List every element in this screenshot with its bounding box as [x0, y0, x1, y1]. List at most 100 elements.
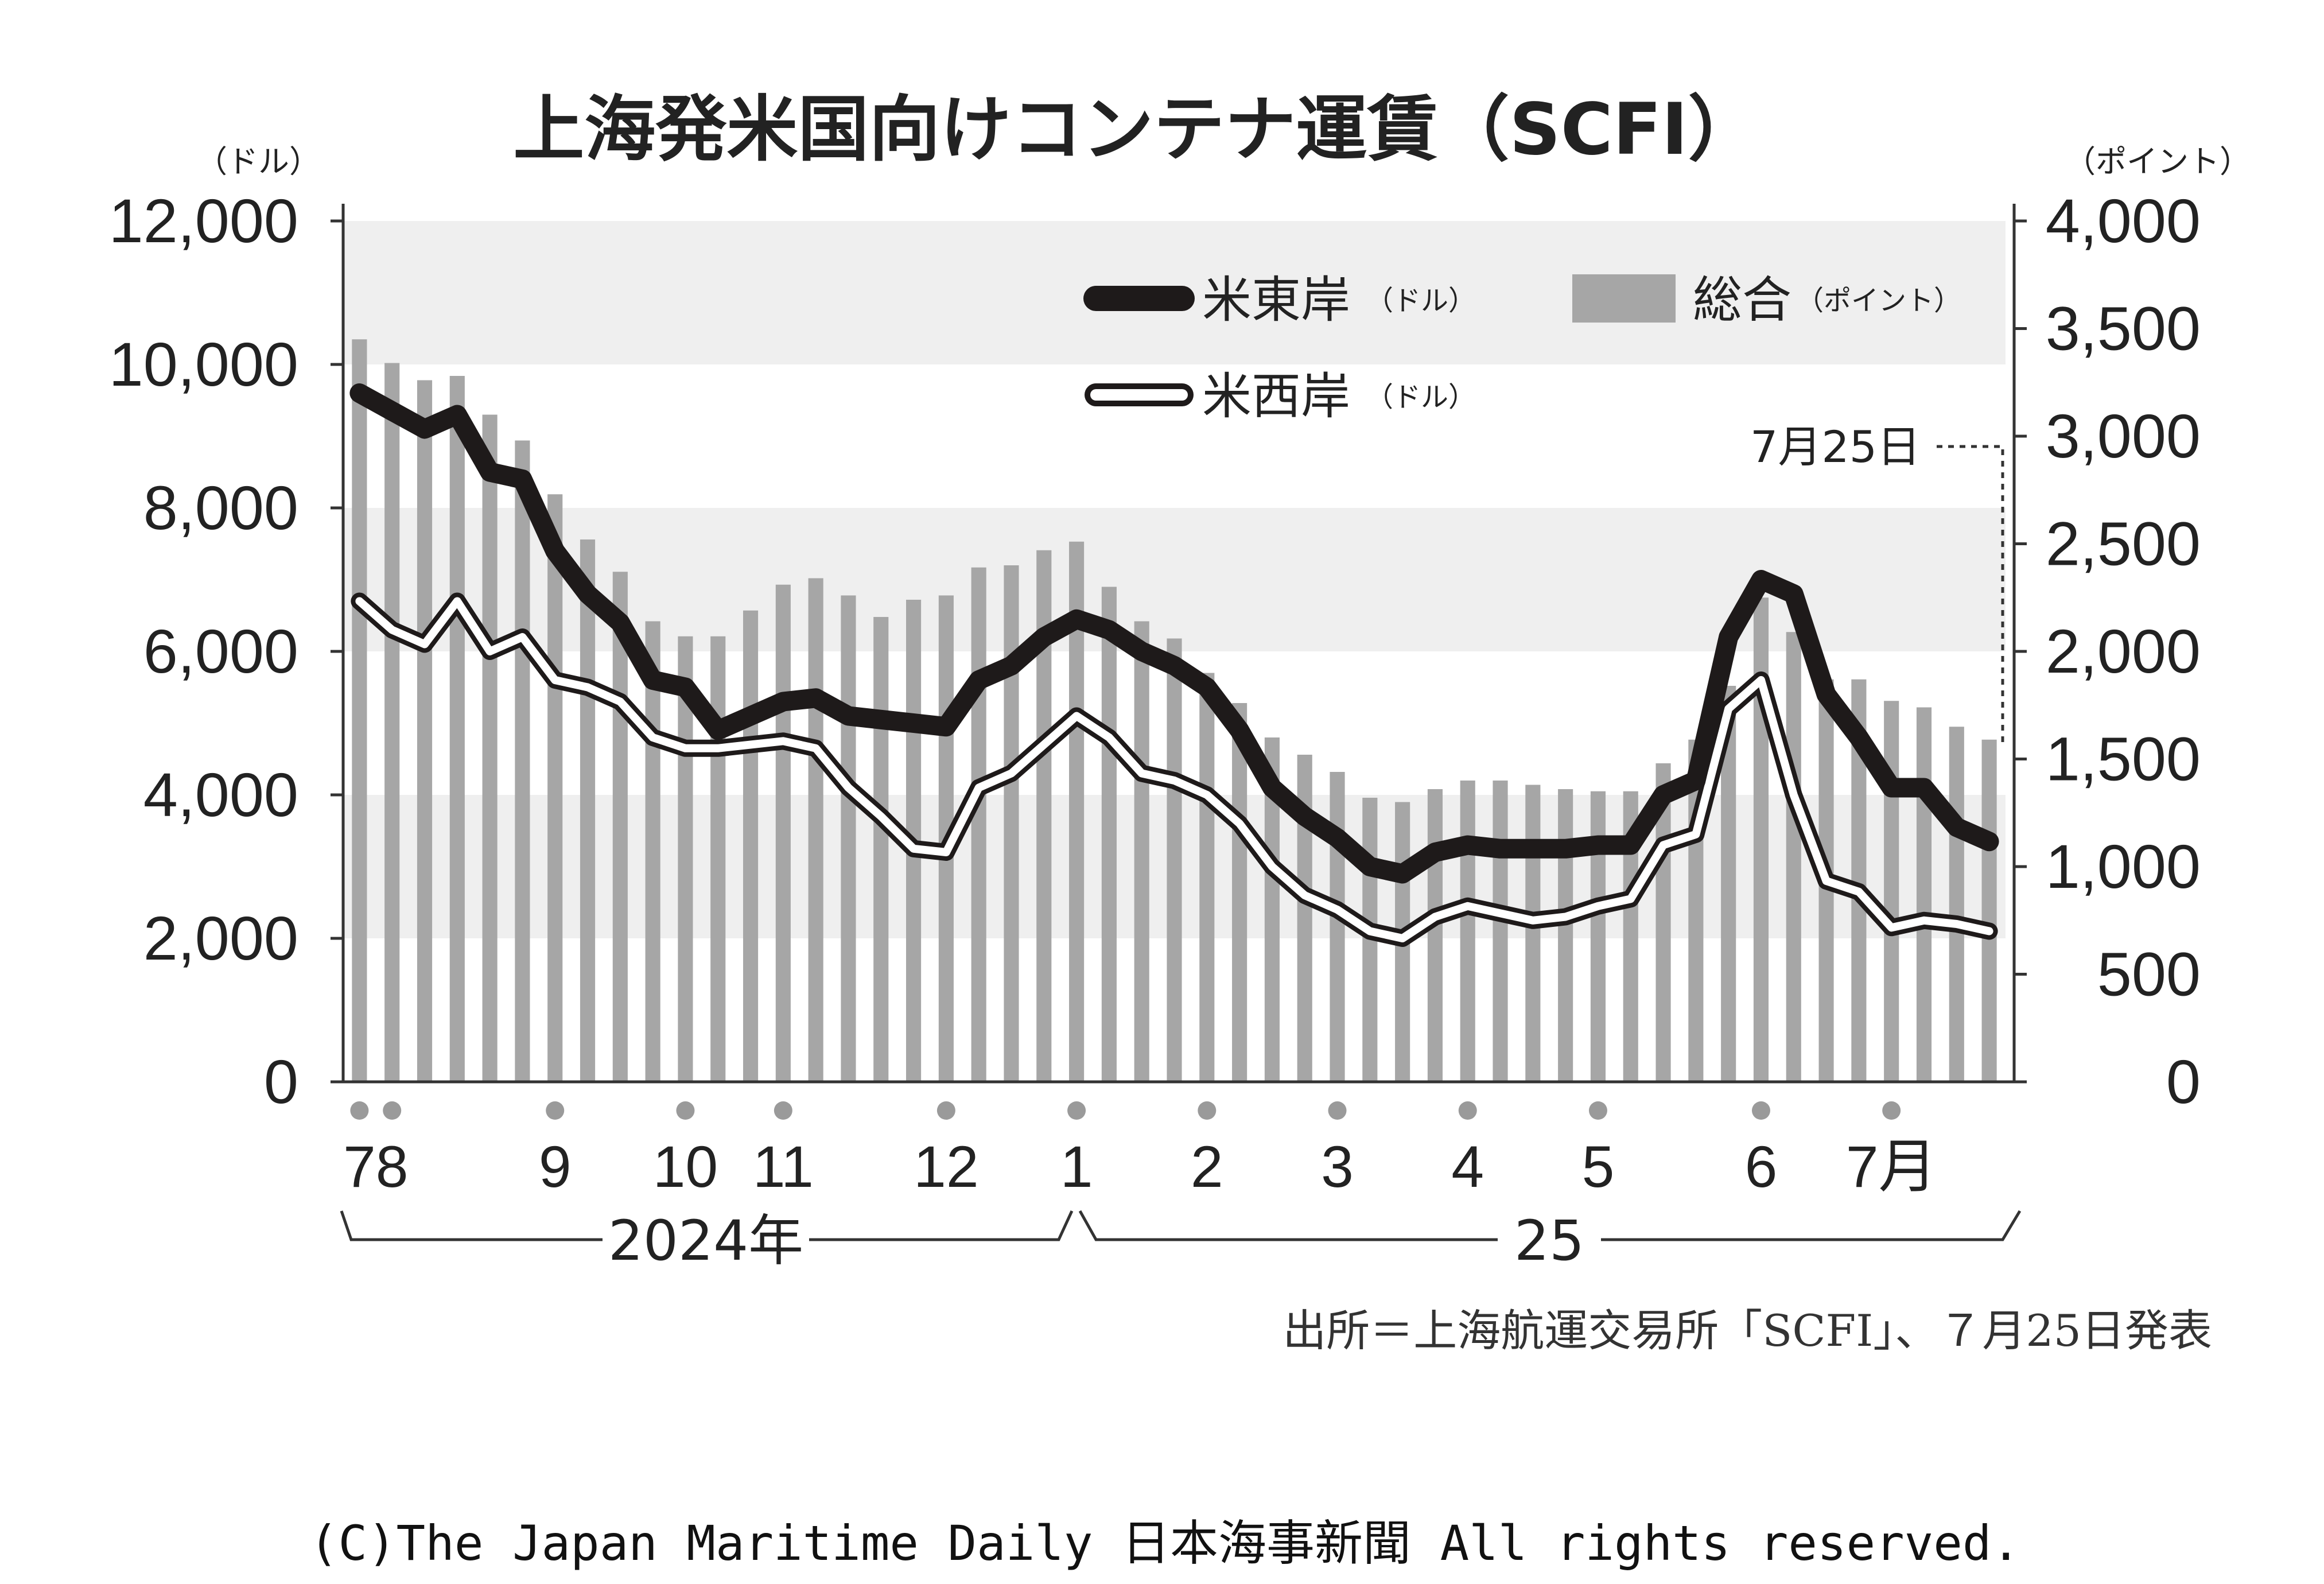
month-dot — [1588, 1101, 1607, 1120]
right-axis-ticks: 0 500 1,000 1,500 2,000 2,500 3,000 3,500 4,000 — [2014, 186, 2201, 1116]
composite-bar — [1167, 638, 1182, 1082]
right-tick-label: 2,500 — [2046, 509, 2201, 579]
month-dot — [546, 1101, 565, 1120]
copyright-notice: (C)The Japan Maritime Daily 日本海事新聞 All r… — [309, 1515, 2020, 1571]
month-label: 6 — [1745, 1134, 1778, 1199]
composite-bar — [775, 584, 791, 1082]
composite-bar — [1427, 789, 1443, 1082]
right-tick-label: 3,500 — [2046, 294, 2201, 363]
legend-composite-label: 総合 — [1693, 271, 1791, 329]
month-label: 78 — [343, 1134, 408, 1199]
composite-bar — [515, 440, 530, 1082]
month-dot — [1458, 1101, 1477, 1120]
composite-bar — [547, 494, 563, 1082]
composite-bar — [743, 610, 759, 1082]
composite-bar — [580, 539, 596, 1082]
month-label: 11 — [753, 1134, 814, 1199]
chart-title: 上海発米国向けコンテナ運賃（SCFI） — [513, 88, 1759, 171]
composite-bar — [678, 636, 693, 1082]
legend-composite-unit: （ポイント） — [1796, 285, 1961, 317]
year-brackets: 2024年 25 — [340, 1209, 2022, 1273]
left-tick-label: 2,000 — [143, 903, 298, 973]
composite-bar — [1525, 785, 1541, 1082]
right-tick-label: 2,000 — [2046, 616, 2201, 686]
composite-bar — [1004, 565, 1019, 1082]
month-label: 1 — [1060, 1134, 1093, 1199]
legend-east-unit: （ドル） — [1366, 285, 1476, 317]
composite-bar — [1101, 587, 1117, 1082]
composite-bar — [1330, 772, 1345, 1082]
month-label: 5 — [1582, 1134, 1615, 1199]
left-tick-label: 12,000 — [109, 186, 298, 255]
composite-bar — [841, 595, 856, 1082]
right-tick-label: 1,000 — [2046, 832, 2201, 901]
composite-bar — [482, 414, 498, 1082]
month-dot — [1882, 1101, 1901, 1120]
month-label: 3 — [1321, 1134, 1354, 1199]
month-markers: 78 9 10 11 12 1 2 3 4 5 6 7月 — [343, 1101, 1937, 1199]
composite-bar — [1232, 703, 1248, 1082]
right-axis-unit: （ポイント） — [2065, 143, 2251, 180]
left-axis-unit: （ドル） — [196, 143, 320, 180]
left-tick-label: 6,000 — [143, 616, 298, 686]
left-tick-label: 4,000 — [143, 760, 298, 829]
month-dot — [1067, 1101, 1086, 1120]
month-dot — [1198, 1101, 1217, 1120]
month-label: 9 — [539, 1134, 572, 1199]
month-label: 2 — [1191, 1134, 1223, 1199]
left-tick-label: 10,000 — [109, 329, 298, 399]
composite-bar — [1460, 781, 1475, 1082]
right-tick-label: 1,500 — [2046, 724, 2201, 794]
composite-bar — [1493, 781, 1508, 1082]
right-tick-label: 500 — [2097, 939, 2201, 1009]
year-2024-label: 2024年 — [608, 1209, 803, 1273]
composite-bar — [808, 578, 823, 1082]
composite-bar — [352, 339, 367, 1082]
year-2024-bracket-right — [809, 1210, 1074, 1241]
composite-bar — [1786, 632, 1801, 1082]
month-label: 4 — [1451, 1134, 1484, 1199]
left-tick-label: 8,000 — [143, 473, 298, 542]
composite-bar — [612, 572, 628, 1082]
month-dot — [1751, 1101, 1770, 1120]
annotation-date: 7月25日 — [1750, 421, 1921, 472]
composite-bar — [1558, 789, 1573, 1082]
composite-bar — [1753, 597, 1769, 1082]
composite-bar — [417, 380, 433, 1082]
left-tick-label: 0 — [264, 1047, 298, 1116]
composite-bar — [1916, 707, 1932, 1082]
west-coast-line — [355, 597, 1993, 942]
legend-east-label: 米東岸 — [1202, 271, 1350, 329]
right-tick-label: 3,000 — [2046, 401, 2201, 471]
composite-bar — [971, 567, 986, 1082]
composite-bar — [1199, 673, 1215, 1082]
year-2025-label: 25 — [1514, 1209, 1584, 1273]
composite-bar — [645, 621, 660, 1082]
month-label: 10 — [653, 1134, 718, 1199]
line-series — [349, 383, 1999, 947]
legend: 米東岸 （ドル） 総合 （ポイント） 米西岸 （ドル） — [1083, 271, 1961, 425]
left-axis-ticks: 0 2,000 4,000 6,000 8,000 10,000 12,000 — [109, 186, 343, 1116]
composite-bar — [1134, 621, 1149, 1082]
month-dot — [350, 1101, 369, 1120]
composite-bar — [449, 376, 465, 1082]
composite-bar — [710, 636, 726, 1082]
month-label: 12 — [914, 1134, 978, 1199]
composite-bar — [1590, 791, 1606, 1082]
right-tick-label: 0 — [2166, 1047, 2201, 1116]
month-dot — [383, 1101, 402, 1120]
legend-composite-swatch — [1572, 274, 1676, 323]
composite-bar — [1949, 727, 1964, 1082]
month-dot — [774, 1101, 792, 1120]
composite-bar — [1884, 701, 1899, 1082]
year-2024-bracket-left — [340, 1210, 603, 1241]
source-note: 出所＝上海航運交易所「SCFI」、７月25日発表 — [1283, 1305, 2212, 1356]
composite-bar — [873, 617, 889, 1082]
month-label: 7月 — [1846, 1134, 1937, 1199]
year-2025-bracket-left — [1078, 1210, 1498, 1241]
month-dot — [936, 1101, 955, 1120]
month-dot — [676, 1101, 695, 1120]
year-2025-bracket-right — [1601, 1210, 2022, 1241]
east-coast-line — [349, 383, 1999, 884]
